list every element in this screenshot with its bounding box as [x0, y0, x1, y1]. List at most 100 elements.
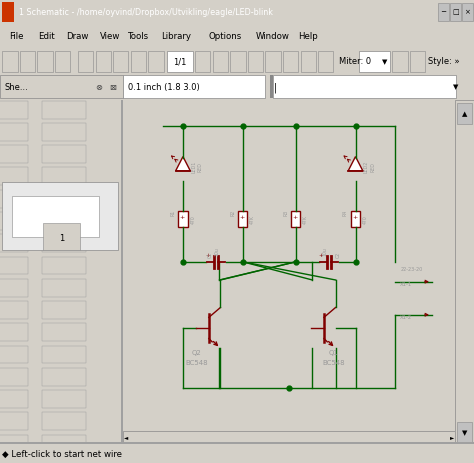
Text: +: + [319, 252, 323, 257]
Bar [351, 211, 360, 228]
Bar [0, 101, 28, 119]
Text: C1: C1 [208, 251, 213, 257]
Text: 47K: 47K [303, 215, 308, 224]
Bar [0, 435, 28, 452]
Bar [265, 52, 281, 72]
Bar [131, 52, 146, 72]
Polygon shape [176, 157, 190, 171]
Text: □: □ [452, 9, 459, 15]
Text: +: + [180, 214, 185, 219]
Text: Miter: 0: Miter: 0 [339, 57, 371, 66]
Bar [55, 52, 70, 72]
Bar [78, 52, 93, 72]
Text: Draw: Draw [66, 32, 89, 41]
Text: 10u: 10u [322, 246, 328, 255]
Text: ⊗: ⊗ [95, 83, 102, 92]
Text: C2: C2 [336, 251, 341, 257]
Text: Edit: Edit [38, 32, 55, 41]
Bar [113, 52, 128, 72]
Text: 470: 470 [363, 215, 368, 224]
Bar [42, 168, 86, 186]
Text: Style: »: Style: » [428, 57, 460, 66]
Text: 1 Schematic - /home/oyvind/Dropbox/Utvikling/eagle/LED-blink: 1 Schematic - /home/oyvind/Dropbox/Utvik… [19, 8, 273, 17]
Bar [273, 76, 456, 99]
Bar [178, 211, 188, 228]
Text: Library: Library [161, 32, 191, 41]
Bar [270, 76, 273, 99]
Bar [167, 52, 193, 72]
Text: R1: R1 [170, 210, 175, 216]
Bar [0, 213, 28, 230]
Bar [123, 76, 265, 99]
Bar [2, 2, 14, 23]
Text: ►: ► [450, 434, 454, 439]
Bar [0, 279, 28, 297]
Text: 1/1: 1/1 [173, 57, 186, 66]
Text: R4: R4 [343, 210, 348, 216]
Bar [0, 235, 28, 252]
Text: ◆ Left-click to start net wire: ◆ Left-click to start net wire [2, 449, 122, 458]
Bar [0, 190, 28, 208]
Bar [42, 279, 86, 297]
Bar [12, 196, 99, 237]
Bar [96, 52, 111, 72]
Bar [42, 146, 86, 164]
Bar [0, 413, 28, 430]
Text: ─: ─ [442, 9, 446, 15]
Text: 0.1 inch (1.8 3.0): 0.1 inch (1.8 3.0) [128, 83, 200, 92]
Bar [462, 4, 473, 22]
Text: LED1: LED1 [191, 160, 196, 173]
Bar [42, 101, 86, 119]
Bar [359, 52, 390, 72]
Bar [42, 257, 86, 275]
Text: ▼: ▼ [382, 59, 388, 65]
Bar [0, 390, 28, 408]
Text: |: | [274, 82, 277, 93]
Bar [0, 168, 28, 186]
Bar [43, 224, 80, 251]
Bar [238, 211, 247, 228]
Text: X1-1: X1-1 [400, 282, 412, 286]
Text: Q2: Q2 [191, 350, 201, 356]
Text: 22-23-20: 22-23-20 [400, 267, 422, 271]
Text: Q1: Q1 [329, 350, 339, 356]
Text: RED: RED [371, 162, 375, 171]
Text: Help: Help [299, 32, 319, 41]
Text: X1-2: X1-2 [400, 314, 412, 319]
Text: R2: R2 [230, 210, 235, 216]
Text: She...: She... [5, 83, 28, 92]
Bar [0, 368, 28, 386]
Bar [195, 52, 210, 72]
Bar [42, 390, 86, 408]
Bar [213, 52, 228, 72]
Text: ▲: ▲ [462, 111, 467, 117]
Text: 10u: 10u [214, 246, 219, 255]
Text: ◄: ◄ [125, 434, 128, 439]
Bar [0, 442, 474, 444]
Text: View: View [100, 32, 120, 41]
Text: ⊠: ⊠ [109, 83, 116, 92]
Text: ×: × [465, 9, 470, 15]
Bar [42, 324, 86, 341]
Bar [0, 76, 123, 99]
Bar [42, 124, 86, 142]
Polygon shape [348, 157, 363, 171]
Bar [42, 413, 86, 430]
Bar [42, 368, 86, 386]
Bar [0, 257, 28, 275]
Bar [0, 346, 28, 363]
Bar [42, 213, 86, 230]
Text: 1: 1 [59, 233, 64, 242]
Bar [301, 52, 316, 72]
Text: Window: Window [256, 32, 290, 41]
Bar [0, 124, 28, 142]
Text: ▼: ▼ [462, 429, 467, 435]
Bar [42, 190, 86, 208]
Bar [2, 182, 118, 251]
Bar [121, 100, 123, 442]
Bar [457, 104, 472, 125]
Bar [438, 4, 449, 22]
Text: R3: R3 [283, 210, 288, 216]
Text: BC548: BC548 [323, 360, 345, 366]
Text: LED2: LED2 [364, 160, 369, 173]
